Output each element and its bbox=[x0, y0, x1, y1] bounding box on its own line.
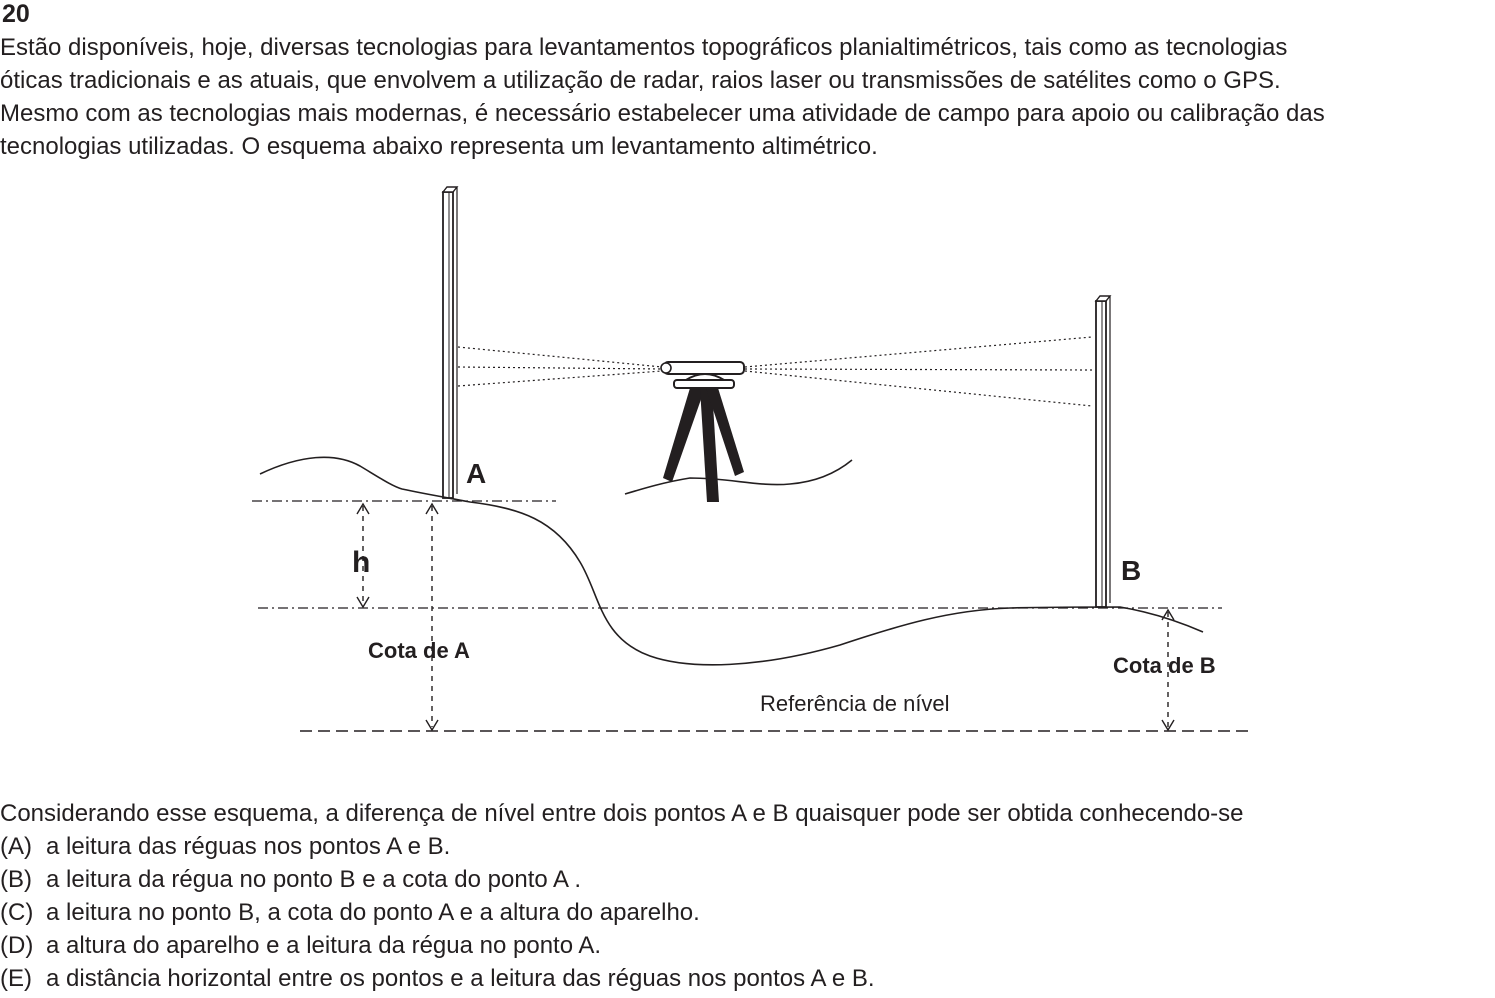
paragraph-line-2: óticas tradicionais e as atuais, que env… bbox=[0, 67, 1281, 94]
option-b[interactable]: (B) a leitura da régua no ponto B e a cot… bbox=[0, 863, 581, 896]
level-instrument bbox=[660, 361, 745, 502]
option-e-text: a distância horizontal entre os pontos e… bbox=[46, 965, 875, 992]
label-cota-b: Cota de B bbox=[1113, 653, 1216, 678]
option-d[interactable]: (D) a altura do aparelho e a leitura da r… bbox=[0, 929, 601, 962]
question-number: 20 bbox=[2, 0, 30, 28]
leveling-diagram: A B h Cota de A Cota de B Referência de … bbox=[252, 186, 1253, 732]
label-point-b: B bbox=[1121, 555, 1141, 586]
option-a-letter: (A) bbox=[0, 833, 32, 860]
option-b-letter: (B) bbox=[0, 866, 32, 893]
paragraph-line-4: tecnologias utilizadas. O esquema abaixo… bbox=[0, 133, 878, 160]
option-c-letter: (C) bbox=[0, 899, 34, 926]
label-reference-level: Referência de nível bbox=[760, 691, 950, 716]
rod-b bbox=[1094, 295, 1112, 608]
option-c[interactable]: (C) a leitura no ponto B, a cota do ponto… bbox=[0, 896, 700, 929]
option-c-text: a leitura no ponto B, a cota do ponto A … bbox=[46, 899, 700, 926]
cota-b-dimension-arrow bbox=[1161, 608, 1175, 732]
option-d-text: a altura do aparelho e a leitura da régu… bbox=[46, 932, 602, 959]
option-d-letter: (D) bbox=[0, 932, 34, 959]
paragraph-line-3: Mesmo com as tecnologias mais modernas, … bbox=[0, 100, 1325, 127]
terrain bbox=[259, 456, 1204, 666]
option-e[interactable]: (E) a distância horizontal entre os ponto… bbox=[0, 962, 875, 995]
question-stem: Considerando esse esquema, a diferença d… bbox=[0, 800, 1244, 827]
option-e-letter: (E) bbox=[0, 965, 32, 992]
option-a-text: a leitura das réguas nos pontos A e B. bbox=[46, 833, 451, 860]
label-point-a: A bbox=[466, 458, 486, 489]
rod-a bbox=[441, 186, 459, 499]
option-b-text: a leitura da régua no ponto B e a cota d… bbox=[46, 866, 582, 893]
paragraph-line-1: Estão disponíveis, hoje, diversas tecnol… bbox=[0, 34, 1288, 61]
label-h: h bbox=[352, 546, 370, 579]
cota-a-dimension-arrow bbox=[425, 502, 439, 732]
sight-lines bbox=[457, 336, 1093, 407]
option-a[interactable]: (A) a leitura das réguas nos pontos A e B… bbox=[0, 830, 450, 863]
label-cota-a: Cota de A bbox=[368, 638, 470, 663]
level-lines bbox=[252, 500, 1222, 609]
h-dimension-arrow bbox=[356, 502, 370, 609]
